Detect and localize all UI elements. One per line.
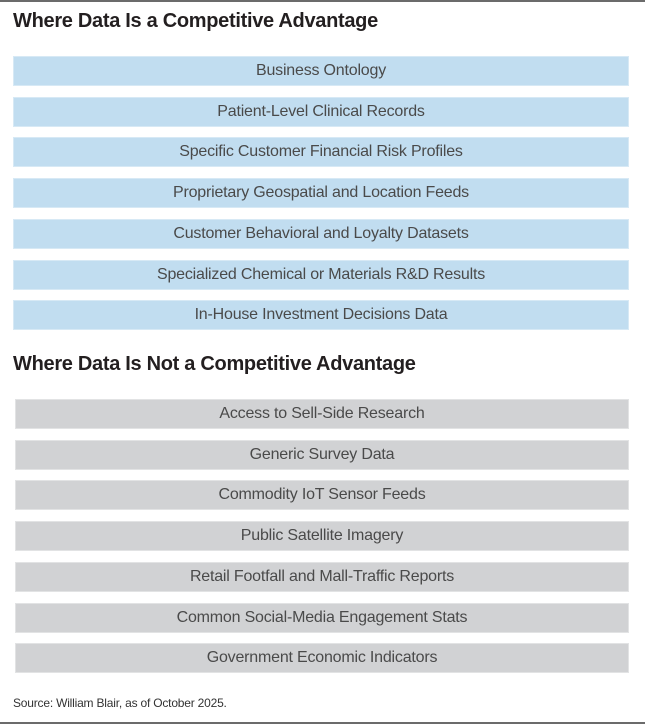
advantage-item: Specific Customer Financial Risk Profile…	[13, 137, 629, 168]
non-advantage-item: Government Economic Indicators	[15, 643, 629, 674]
non-advantage-item: Generic Survey Data	[15, 439, 629, 470]
bottom-rule	[0, 722, 645, 724]
non-advantage-item: Common Social-Media Engagement Stats	[15, 602, 629, 633]
non-advantage-section-title: Where Data Is Not a Competitive Advantag…	[13, 353, 416, 375]
advantage-item: Customer Behavioral and Loyalty Datasets	[13, 218, 629, 249]
non-advantage-item: Access to Sell-Side Research	[15, 399, 629, 429]
non-advantage-item: Retail Footfall and Mall-Traffic Reports	[15, 561, 629, 592]
advantage-section-title: Where Data Is a Competitive Advantage	[13, 10, 378, 32]
source-note: Source: William Blair, as of October 202…	[13, 696, 227, 710]
non-advantage-item: Commodity IoT Sensor Feeds	[15, 480, 629, 511]
advantage-item: Specialized Chemical or Materials R&D Re…	[13, 259, 629, 290]
non-advantage-item: Public Satellite Imagery	[15, 521, 629, 552]
advantage-item: Business Ontology	[13, 56, 629, 86]
advantage-item: Patient-Level Clinical Records	[13, 96, 629, 127]
advantage-item: In-House Investment Decisions Data	[13, 300, 629, 331]
top-rule	[0, 0, 645, 2]
advantage-item: Proprietary Geospatial and Location Feed…	[13, 178, 629, 209]
